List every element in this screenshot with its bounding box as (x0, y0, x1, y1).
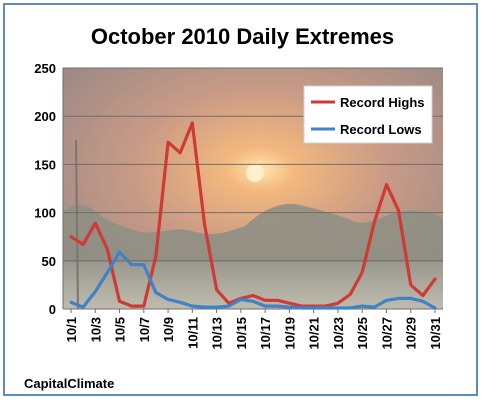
data-point-record-lows (94, 290, 97, 293)
data-point-record-lows (143, 263, 145, 266)
y-tick-label: 50 (42, 254, 56, 269)
x-tick-label: 10/13 (210, 317, 225, 350)
data-point-record-lows (155, 291, 157, 294)
data-point-record-lows (106, 271, 109, 274)
x-tick-label: 10/25 (355, 317, 370, 350)
data-point-record-lows (361, 305, 364, 307)
data-point-record-lows (397, 297, 400, 300)
chart-title: October 2010 Daily Extremes (90, 24, 395, 49)
data-point-record-lows (118, 251, 121, 253)
x-tick-label: 10/3 (88, 317, 103, 342)
y-tick-label: 100 (34, 206, 56, 221)
data-point-record-highs (167, 141, 169, 144)
data-point-record-highs (179, 152, 181, 154)
x-tick-label: 10/9 (161, 317, 176, 342)
data-point-record-lows (300, 307, 303, 309)
series-lines (69, 121, 437, 310)
gridlines (63, 67, 443, 310)
data-point-record-lows (276, 305, 279, 307)
data-point-record-highs (373, 221, 376, 224)
x-tick-label: 10/1 (64, 317, 79, 342)
data-point-record-highs (361, 271, 364, 274)
data-point-record-lows (422, 300, 424, 303)
data-point-record-lows (337, 307, 339, 309)
data-point-record-lows (409, 297, 412, 300)
y-tick-label: 150 (34, 157, 56, 172)
y-tick-label: 0 (49, 302, 56, 317)
y-tick-label: 200 (34, 109, 56, 124)
data-point-record-highs (118, 300, 121, 303)
data-point-record-lows (288, 306, 291, 308)
data-point-record-highs (70, 235, 72, 238)
data-point-record-lows (240, 298, 242, 301)
data-point-record-highs (94, 222, 97, 225)
data-point-record-lows (325, 307, 327, 309)
data-point-record-lows (349, 307, 351, 309)
data-point-record-lows (82, 306, 84, 308)
data-point-record-highs (264, 299, 266, 302)
data-point-record-lows (130, 263, 133, 266)
x-tick-label: 10/19 (282, 317, 297, 350)
data-point-record-highs (422, 294, 424, 297)
data-point-record-lows (252, 300, 254, 303)
data-point-record-highs (215, 288, 218, 291)
data-point-record-lows (215, 306, 218, 308)
data-point-record-lows (373, 306, 376, 308)
data-point-record-lows (179, 301, 181, 304)
data-point-record-highs (397, 209, 400, 212)
data-point-record-highs (155, 255, 157, 257)
x-tick-label: 10/21 (307, 317, 322, 350)
x-tick-label: 10/29 (404, 317, 419, 350)
data-point-record-highs (385, 183, 388, 186)
plot-background (63, 68, 443, 310)
data-point-record-highs (349, 293, 351, 296)
data-point-record-lows (70, 301, 72, 304)
data-point-record-lows (385, 299, 388, 302)
legend: Record Highs Record Lows (303, 85, 433, 144)
x-tick-label: 10/15 (234, 317, 249, 350)
data-point-record-highs (227, 302, 230, 305)
data-point-record-lows (434, 307, 436, 309)
data-point-record-lows (203, 306, 206, 308)
data-point-record-highs (252, 294, 254, 297)
data-point-record-lows (227, 305, 230, 307)
data-point-record-highs (191, 122, 194, 124)
credit-label: CapitalClimate (24, 376, 115, 391)
data-point-record-lows (167, 298, 169, 301)
x-tick-label: 10/23 (331, 317, 346, 350)
data-point-record-highs (143, 305, 145, 307)
data-point-record-highs (106, 248, 109, 251)
x-tick-label: 10/17 (258, 317, 273, 350)
legend-label-record-highs: Record Highs (340, 95, 425, 110)
data-point-record-highs (203, 223, 206, 225)
data-point-record-highs (288, 302, 291, 305)
data-point-record-highs (130, 305, 133, 307)
data-point-record-highs (434, 278, 436, 280)
x-tick-label: 10/5 (113, 317, 128, 342)
data-point-record-highs (337, 302, 339, 305)
x-tick-label: 10/11 (185, 317, 200, 349)
x-tick-label: 10/31 (428, 317, 443, 350)
y-axis: 0 50 100 150 200 250 (34, 61, 64, 317)
data-point-record-lows (312, 307, 315, 309)
x-axis: 10/1 10/3 10/5 10/7 10/9 10/11 10/13 10/15 10/17… (64, 309, 443, 350)
legend-label-record-lows: Record Lows (340, 122, 422, 137)
data-point-record-lows (264, 305, 266, 307)
y-tick-label: 250 (34, 61, 56, 76)
data-point-record-lows (191, 305, 194, 307)
data-point-record-highs (409, 284, 412, 286)
data-point-record-highs (276, 299, 279, 302)
x-tick-label: 10/7 (137, 317, 152, 342)
data-point-record-highs (82, 243, 84, 246)
x-tick-label: 10/27 (379, 317, 394, 350)
